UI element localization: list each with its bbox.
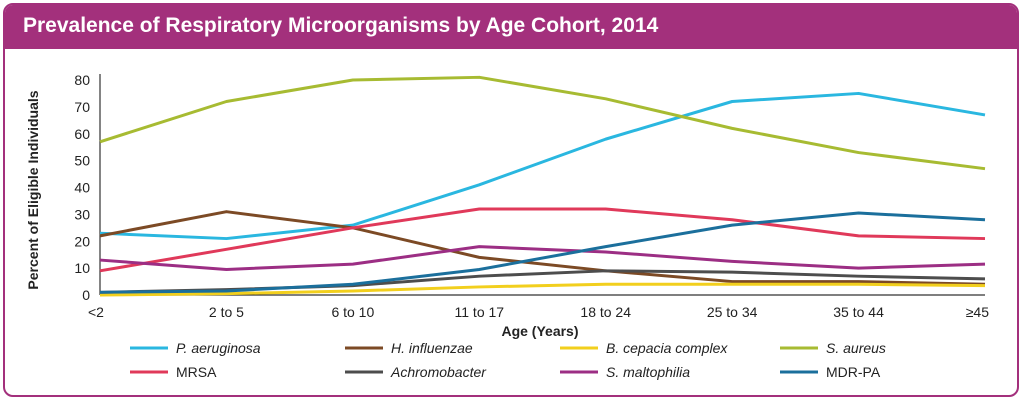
x-tick-label: 2 to 5	[209, 304, 244, 320]
series-line-mrsa	[99, 207, 986, 273]
title-bar: Prevalence of Respiratory Microorganisms…	[5, 5, 1017, 49]
series-line-s-aureus	[99, 75, 986, 171]
legend-item: P. aeruginosa	[130, 340, 261, 356]
legend-item: S. aureus	[780, 340, 886, 356]
series-line-h-influenzae	[99, 210, 986, 286]
legend-item: MRSA	[130, 364, 217, 380]
chart-frame: Prevalence of Respiratory Microorganisms…	[3, 3, 1019, 397]
series-line-b-cepacia-complex	[99, 282, 986, 297]
legend-label: H. influenzae	[391, 340, 473, 356]
legend-item: S. maltophilia	[560, 364, 690, 380]
y-tick-label: 50	[74, 153, 90, 169]
series-line-mdr-pa	[99, 211, 986, 294]
y-tick-label: 30	[74, 206, 90, 222]
legend-label: Achromobacter	[390, 364, 487, 380]
series-lines	[99, 75, 986, 297]
legend-item: H. influenzae	[345, 340, 473, 356]
y-tick-label: 40	[74, 180, 90, 196]
legend-label: S. maltophilia	[606, 364, 690, 380]
y-tick-label: 20	[74, 233, 90, 249]
legend-item: Achromobacter	[345, 364, 487, 380]
series-line-s-maltophilia	[99, 245, 986, 271]
x-tick-labels: <2 2 to 5 6 to 10 11 to 17 18 to 24 25 to 34 3…	[88, 304, 989, 320]
chart-title: Prevalence of Respiratory Microorganisms…	[23, 14, 659, 37]
legend-label: S. aureus	[826, 340, 886, 356]
y-tick-label: 60	[74, 126, 90, 142]
y-tick-label: 0	[82, 287, 90, 303]
x-tick-label: ≥45	[966, 304, 989, 320]
x-tick-label: 35 to 44	[833, 304, 884, 320]
y-tick-labels: 0 10 20 30 40 50 60 70 80	[74, 72, 90, 303]
x-axis-label: Age (Years)	[501, 323, 578, 339]
y-tick-label: 80	[74, 72, 90, 88]
legend: P. aeruginosa H. influenzae B. cepacia com…	[130, 340, 886, 380]
y-tick-label: 70	[74, 99, 90, 115]
legend-label: MRSA	[176, 364, 217, 380]
x-tick-label: 6 to 10	[331, 304, 374, 320]
x-tick-label: <2	[88, 304, 104, 320]
legend-label: MDR-PA	[826, 364, 881, 380]
y-axis-label: Percent of Eligible Individuals	[25, 90, 41, 289]
legend-item: MDR-PA	[780, 364, 881, 380]
x-tick-label: 18 to 24	[580, 304, 631, 320]
legend-item: B. cepacia complex	[560, 340, 728, 356]
legend-label: P. aeruginosa	[176, 340, 261, 356]
x-tick-label: 11 to 17	[455, 304, 505, 320]
x-tick-label: 25 to 34	[707, 304, 758, 320]
y-tick-label: 10	[74, 260, 90, 276]
series-line-p-aeruginosa	[99, 91, 986, 241]
legend-label: B. cepacia complex	[606, 340, 728, 356]
